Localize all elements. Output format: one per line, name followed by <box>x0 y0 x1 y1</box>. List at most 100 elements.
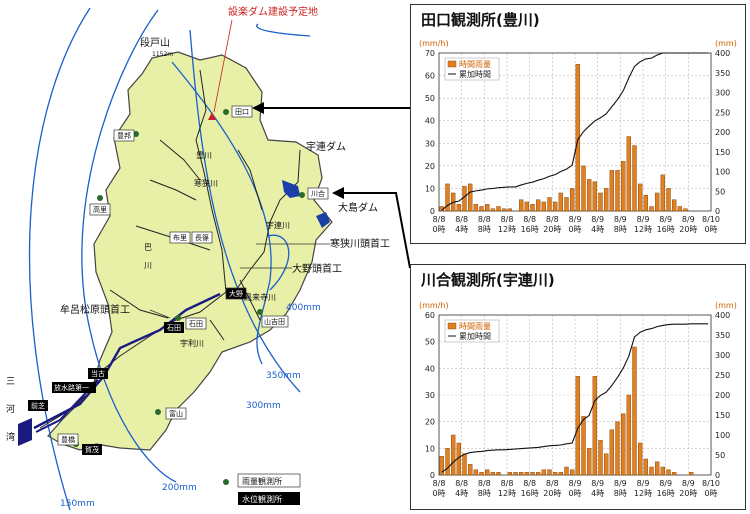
left-tick-label: 30 <box>425 391 435 400</box>
x-tick-label: 8/9 <box>682 215 695 224</box>
right-tick-label: 250 <box>715 371 730 380</box>
station-tomichi: 賀茂 <box>85 445 99 454</box>
left-tick-label: 10 <box>425 444 435 453</box>
x-tick-label: 8/8 <box>478 479 491 488</box>
rainfall-bar <box>479 472 484 476</box>
x-tick-label: 20時 <box>543 489 561 498</box>
x-tick-label: 0時 <box>704 489 717 498</box>
station-ichihara: 豊邦 <box>117 131 131 140</box>
x-tick-label: 8/8 <box>523 479 536 488</box>
legend-bar-label: 時間雨量 <box>459 60 491 69</box>
rainfall-bar <box>490 472 496 476</box>
station-oono: 大野 <box>229 289 243 298</box>
x-tick-label: 0時 <box>704 225 717 234</box>
rainfall-bar <box>598 192 603 212</box>
ure-dam-reservoir <box>282 180 300 198</box>
x-tick-label: 8時 <box>478 489 491 498</box>
ure-dam-label: 宇連ダム <box>306 140 346 153</box>
right-tick-label: 400 <box>715 311 730 320</box>
rainfall-bar <box>677 206 683 212</box>
x-tick-label: 0時 <box>432 225 445 234</box>
x-tick-label: 8/9 <box>569 215 582 224</box>
rainfall-bar <box>467 183 473 212</box>
rainfall-bar <box>496 206 501 212</box>
rainfall-bar <box>484 469 490 476</box>
x-tick-label: 8/8 <box>501 479 514 488</box>
chart-title: 田口観測所(豊川) <box>421 11 540 29</box>
right-tick-label: 150 <box>715 148 730 157</box>
rainfall-bar <box>671 199 677 212</box>
x-tick-label: 8/9 <box>637 215 650 224</box>
rainfall-bar <box>632 346 637 476</box>
isohyet-350: 350mm <box>266 371 301 381</box>
x-tick-label: 8/8 <box>501 215 514 224</box>
rainfall-bar <box>530 204 535 212</box>
x-tick-label: 8/8 <box>455 215 468 224</box>
station-nagashino: 長篠 <box>195 233 209 242</box>
rainfall-bar <box>547 469 552 476</box>
rainfall-bar <box>649 206 654 212</box>
rainfall-bar <box>484 204 490 212</box>
x-tick-label: 4時 <box>455 489 468 498</box>
rainfall-bar <box>654 192 660 212</box>
rainfall-bar <box>456 204 462 212</box>
station-toyohashi: 豊橋 <box>61 435 75 444</box>
left-unit-label: (mm/h) <box>419 301 449 310</box>
x-tick-label: 16時 <box>657 489 675 498</box>
rainfall-bar <box>564 466 569 476</box>
rainfall-bar <box>688 472 694 476</box>
x-tick-label: 4時 <box>455 225 468 234</box>
x-tick-label: 8/9 <box>614 215 627 224</box>
left-unit-label: (mm/h) <box>419 39 449 48</box>
rainfall-bar <box>513 472 518 476</box>
rainfall-bar <box>581 165 586 212</box>
station-takasato: 高里 <box>93 205 107 214</box>
left-tick-label: 40 <box>425 364 435 373</box>
rainfall-bar <box>643 458 649 476</box>
rainfall-bar <box>467 464 473 476</box>
x-tick-label: 4時 <box>591 489 604 498</box>
x-tick-label: 8/10 <box>702 479 720 488</box>
rainfall-bar <box>586 448 592 476</box>
x-tick-label: 8時 <box>614 225 627 234</box>
isohyet-400: 400mm <box>286 303 321 313</box>
station-kawai: 川合 <box>311 189 325 198</box>
oshima-dam-label: 大島ダム <box>338 201 378 214</box>
proposed-dam-marker <box>208 112 216 120</box>
rainfall-bar <box>632 145 637 212</box>
rainfall-bar <box>603 188 609 212</box>
plot-frame <box>438 314 712 476</box>
legend-line-label: 累加時間 <box>459 331 491 341</box>
x-tick-label: 20時 <box>543 225 561 234</box>
kanasa-weir-label: 寒狭川頭首工 <box>330 237 390 250</box>
station-maezawa: 前芝 <box>31 401 45 410</box>
station-ishida: 石田 <box>167 324 181 332</box>
right-unit-label: (mm) <box>715 39 737 48</box>
x-tick-label: 20時 <box>679 225 697 234</box>
x-tick-label: 12時 <box>498 489 516 498</box>
bay-char-2: 河 <box>6 403 15 415</box>
legend-line-label: 累加時間 <box>459 69 491 79</box>
rainfall-bar <box>507 208 513 212</box>
x-tick-label: 8時 <box>614 489 627 498</box>
rainfall-bar <box>671 472 677 476</box>
rainfall-bar <box>683 208 688 212</box>
legend-bar-swatch <box>447 322 457 330</box>
rainfall-bar <box>473 469 479 476</box>
plot-frame <box>438 52 712 212</box>
x-tick-label: 8/8 <box>433 479 446 488</box>
rainfall-bar <box>666 469 671 476</box>
chart-panel-kawai: 川合観測所(宇連川) 0 10 20 30 40 50 60 0 50 100 150 200 250 3… <box>410 264 746 510</box>
rainfall-bar <box>637 183 643 212</box>
station-nunosato: 布里 <box>173 233 187 242</box>
x-tick-label: 8/8 <box>433 215 446 224</box>
river-kawa: 川 <box>144 261 152 270</box>
mt-danto-label: 段戸山 <box>140 36 170 49</box>
station-nishi-dotai: 放水路第一 <box>54 383 89 392</box>
x-tick-label: 8/10 <box>702 215 720 224</box>
left-tick-label: 50 <box>425 94 435 103</box>
right-tick-label: 350 <box>715 69 730 78</box>
rainfall-bar <box>552 201 558 212</box>
rainfall-bar <box>609 429 615 476</box>
rainfall-bar <box>592 376 598 476</box>
